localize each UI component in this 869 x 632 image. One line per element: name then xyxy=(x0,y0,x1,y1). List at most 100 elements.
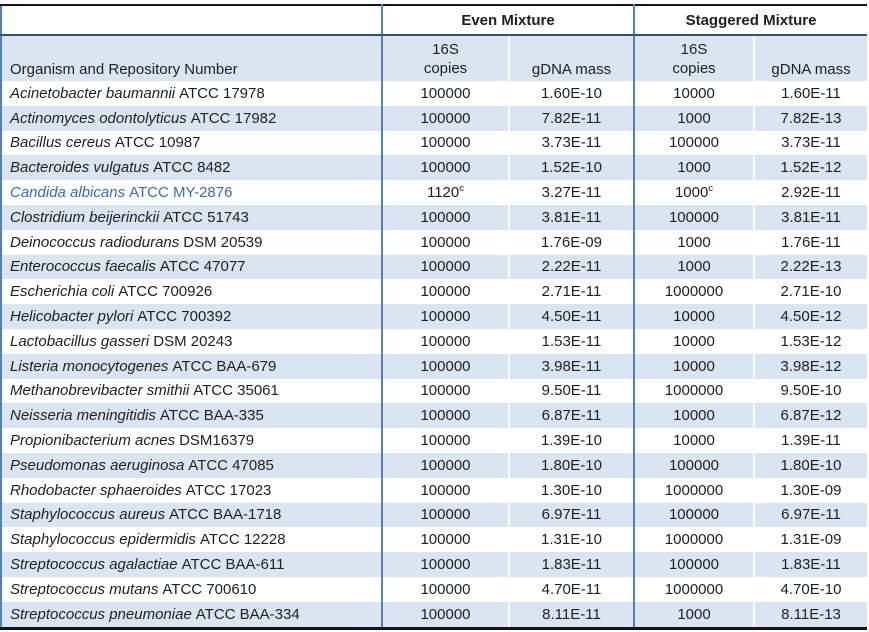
organism-cell: Staphylococcus aureus ATCC BAA-1718 xyxy=(1,502,382,528)
organism-name: Propionibacterium acnes xyxy=(10,432,176,450)
staggered-16s-copies-cell: 1000 xyxy=(633,229,755,255)
even-16s-copies-cell: 100000 xyxy=(381,328,510,354)
staggered-gdna-mass-cell: 1.39E-11 xyxy=(781,432,841,450)
organism-name: Bacillus cereus xyxy=(10,134,111,152)
even-gdna-mass-cell: 7.82E-11 xyxy=(509,105,634,131)
organism-name: Streptococcus pneumoniae xyxy=(10,605,192,623)
organism-accession: ATCC 700610 xyxy=(162,580,257,598)
staggered-gdna-mass-cell: 2.22E-13 xyxy=(754,254,867,280)
even-gdna-mass-cell: 4.50E-11 xyxy=(509,304,634,329)
organism-accession: ATCC 12228 xyxy=(199,531,286,549)
organism-accession: DSM 20539 xyxy=(183,233,263,251)
even-16s-copies-cell: 100000 xyxy=(381,81,510,106)
staggered-gdna-mass-cell: 2.92E-11 xyxy=(781,184,841,202)
table-row: Lactobacillus gasseri DSM 20243 100000 1.… xyxy=(1,328,867,354)
corner-cell xyxy=(1,5,382,36)
staggered-16s-copies-cell: 1000000 xyxy=(633,477,755,503)
even-16s-copies-cell: 100000 xyxy=(381,229,510,255)
organism-cell: Deinococcus radiodurans DSM 20539 xyxy=(1,230,382,255)
organism-accession: ATCC 17982 xyxy=(190,109,277,127)
even-16s-copies-cell: 100000 xyxy=(381,502,510,528)
16s-label: 16S xyxy=(432,41,459,58)
table-row: Candida albicans ATCC MY-2876 1120c 3.27E… xyxy=(1,180,867,205)
organism-cell: Streptococcus agalactiae ATCC BAA-611 xyxy=(1,552,382,577)
even-gdna-mass-cell: 1.76E-09 xyxy=(541,233,602,251)
organism-cell: Streptococcus mutans ATCC 700610 xyxy=(1,577,382,602)
even-gdna-mass-cell: 2.22E-11 xyxy=(509,254,634,280)
organism-cell: Pseudomonas aeruginosa ATCC 47085 xyxy=(1,452,382,478)
organism-name: Staphylococcus aureus xyxy=(10,506,166,524)
organism-accession: ATCC 17023 xyxy=(185,481,272,499)
organism-accession: ATCC BAA-334 xyxy=(195,605,300,623)
organism-accession: ATCC 700392 xyxy=(137,308,232,326)
staggered-16s-copies-header: 16S copies xyxy=(633,35,755,81)
staggered-gdna-mass-cell: 1.60E-11 xyxy=(781,84,841,102)
even-gdna-mass-cell: 1.60E-10 xyxy=(541,84,602,102)
staggered-gdna-mass-cell: 4.70E-10 xyxy=(780,580,842,598)
even-gdna-mass-cell: 1.52E-10 xyxy=(509,155,634,181)
footnote-marker: c xyxy=(459,183,464,195)
organism-name: Acinetobacter baumannii xyxy=(10,84,176,102)
organism-cell: Bacillus cereus ATCC 10987 xyxy=(1,131,382,156)
even-16s-copies-cell: 100000 xyxy=(381,477,510,503)
organism-accession: ATCC 8482 xyxy=(153,159,231,177)
staggered-16s-copies-cell: 1000000 xyxy=(633,378,755,404)
staggered-16s-copies-cell: 10000 xyxy=(633,81,755,106)
organism-cell: Acinetobacter baumannii ATCC 17978 xyxy=(1,81,382,106)
mixture-composition-table: Even Mixture Staggered Mixture Organism … xyxy=(0,4,867,630)
organism-accession: DSM 20243 xyxy=(153,332,233,350)
even-16s-copies-cell: 100000 xyxy=(381,155,510,181)
staggered-gdna-mass-cell: 1.83E-11 xyxy=(754,552,867,577)
organism-cell: Streptococcus pneumoniae ATCC BAA-334 xyxy=(1,601,382,629)
footnote-marker: c xyxy=(708,183,714,195)
organism-name: Deinococcus radiodurans xyxy=(10,233,180,251)
staggered-gdna-mass-cell: 9.50E-10 xyxy=(780,382,842,400)
organism-accession: DSM16379 xyxy=(179,432,255,450)
organism-cell: Propionibacterium acnes DSM16379 xyxy=(1,428,382,453)
organism-name: Lactobacillus gasseri xyxy=(10,332,150,350)
staggered-gdna-mass-cell: 1.53E-12 xyxy=(780,332,842,350)
even-gdna-mass-cell: 6.87E-11 xyxy=(509,403,634,429)
even-16s-copies-cell: 100000 xyxy=(381,428,510,453)
staggered-mixture-header: Staggered Mixture xyxy=(633,5,867,36)
organism-accession: ATCC BAA-1718 xyxy=(169,506,282,524)
staggered-16s-copies-cell: 1000000 xyxy=(633,279,755,305)
even-16s-copies-cell: 100000 xyxy=(381,105,510,131)
staggered-gdna-mass-cell: 7.82E-13 xyxy=(754,105,867,131)
organism-accession: ATCC 47085 xyxy=(188,456,274,474)
staggered-16s-copies-cell: 1000 xyxy=(633,601,755,629)
even-mixture-header: Even Mixture xyxy=(381,5,634,36)
staggered-16s-copies-cell: 100000 xyxy=(633,130,755,156)
table-row: Staphylococcus aureus ATCC BAA-1718 10000… xyxy=(1,502,867,528)
staggered-16s-copies-cell: 1000 xyxy=(633,254,755,280)
even-16s-copies-cell: 100000 xyxy=(381,552,510,577)
organism-accession: ATCC 10987 xyxy=(114,134,201,152)
even-16s-copies-cell: 100000 xyxy=(381,576,510,602)
even-16s-copies-cell: 100000 xyxy=(381,130,510,156)
even-16s-copies-cell: 100000 xyxy=(381,378,510,404)
table-row: Bacillus cereus ATCC 10987 100000 3.73E-1… xyxy=(1,130,867,156)
table-row: Acinetobacter baumannii ATCC 17978 100000… xyxy=(1,81,867,106)
even-gdna-mass-cell: 1.83E-11 xyxy=(509,552,634,577)
organism-cell: Escherichia coli ATCC 700926 xyxy=(1,279,382,304)
staggered-16s-copies-cell: 1000c xyxy=(633,180,755,205)
staggered-gdna-mass-cell: 8.11E-13 xyxy=(754,601,867,629)
organism-name: Methanobrevibacter smithii xyxy=(10,382,190,400)
organism-cell: Bacteroides vulgatus ATCC 8482 xyxy=(1,155,382,181)
even-16s-copies-cell: 100000 xyxy=(381,601,510,629)
organism-name: Candida albicans xyxy=(10,184,126,202)
table-row: Escherichia coli ATCC 700926 100000 2.71E… xyxy=(1,279,867,305)
organism-name: Listeria monocytogenes xyxy=(10,357,169,375)
organism-cell: Neisseria meningitidis ATCC BAA-335 xyxy=(1,403,382,429)
staggered-16s-copies-cell: 1000 xyxy=(633,105,755,131)
even-gdna-mass-cell: 1.30E-10 xyxy=(541,481,602,499)
table-row: Deinococcus radiodurans DSM 20539 100000 … xyxy=(1,229,867,255)
staggered-gdna-mass-cell: 1.30E-09 xyxy=(780,481,842,499)
even-gdna-mass-cell: 3.98E-11 xyxy=(509,353,634,379)
staggered-gdna-mass-cell: 1.80E-10 xyxy=(754,452,867,478)
organism-name: Enterococcus faecalis xyxy=(10,258,156,276)
organism-name: Streptococcus agalactiae xyxy=(10,556,178,574)
even-16s-copies-cell: 100000 xyxy=(381,527,510,553)
staggered-16s-copies-cell: 100000 xyxy=(633,204,755,230)
even-gdna-mass-cell: 1.31E-10 xyxy=(541,531,602,549)
